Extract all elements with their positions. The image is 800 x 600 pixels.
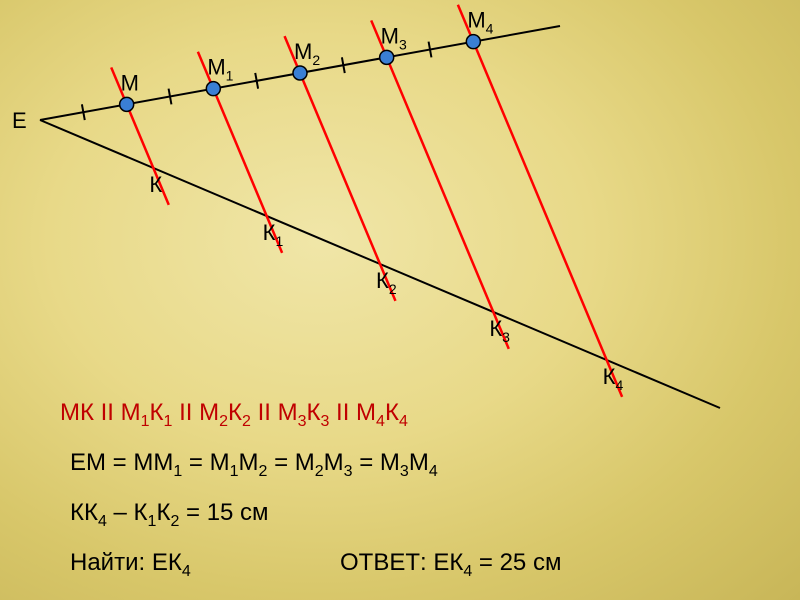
- parallel-line-4: [458, 5, 622, 397]
- label-k1: К1: [263, 220, 284, 249]
- point-m1: [206, 82, 220, 96]
- tick-mark-0: [82, 104, 85, 120]
- point-m: [120, 97, 134, 111]
- label-m: М: [121, 70, 139, 95]
- parallel-line-3: [371, 20, 509, 348]
- label-k3: К3: [489, 316, 510, 345]
- statement-answer: ОТВЕТ: ЕК4 = 25 см: [340, 549, 561, 580]
- statement-equality: ЕМ = ММ1 = М1М2 = М2М3 = М3М4: [70, 449, 438, 480]
- tick-mark-3: [342, 57, 345, 73]
- statement-find: Найти: ЕК4: [70, 549, 191, 580]
- statement-parallel: МК II М1К1 II М2К2 II М3К3 II М4К4: [60, 399, 408, 430]
- label-e: Е: [12, 108, 27, 133]
- geometry-diagram: Е М М1 М2 М3 М4 К К1 К2 К3 К4 МК II М1К1 II М2К2 II…: [0, 0, 800, 600]
- label-m2: М2: [294, 39, 320, 68]
- label-k4: К4: [603, 364, 624, 393]
- label-m1: М1: [207, 55, 233, 84]
- label-m3: М3: [381, 23, 407, 52]
- point-m4: [466, 35, 480, 49]
- label-k: К: [149, 172, 162, 197]
- label-k2: К2: [376, 268, 397, 297]
- tick-mark-4: [429, 42, 432, 58]
- point-m2: [293, 66, 307, 80]
- point-m3: [380, 50, 394, 64]
- label-m4: М4: [467, 8, 493, 37]
- statement-given: КК4 – К1К2 = 15 см: [70, 499, 269, 530]
- tick-mark-1: [169, 89, 172, 105]
- tick-mark-2: [255, 73, 258, 89]
